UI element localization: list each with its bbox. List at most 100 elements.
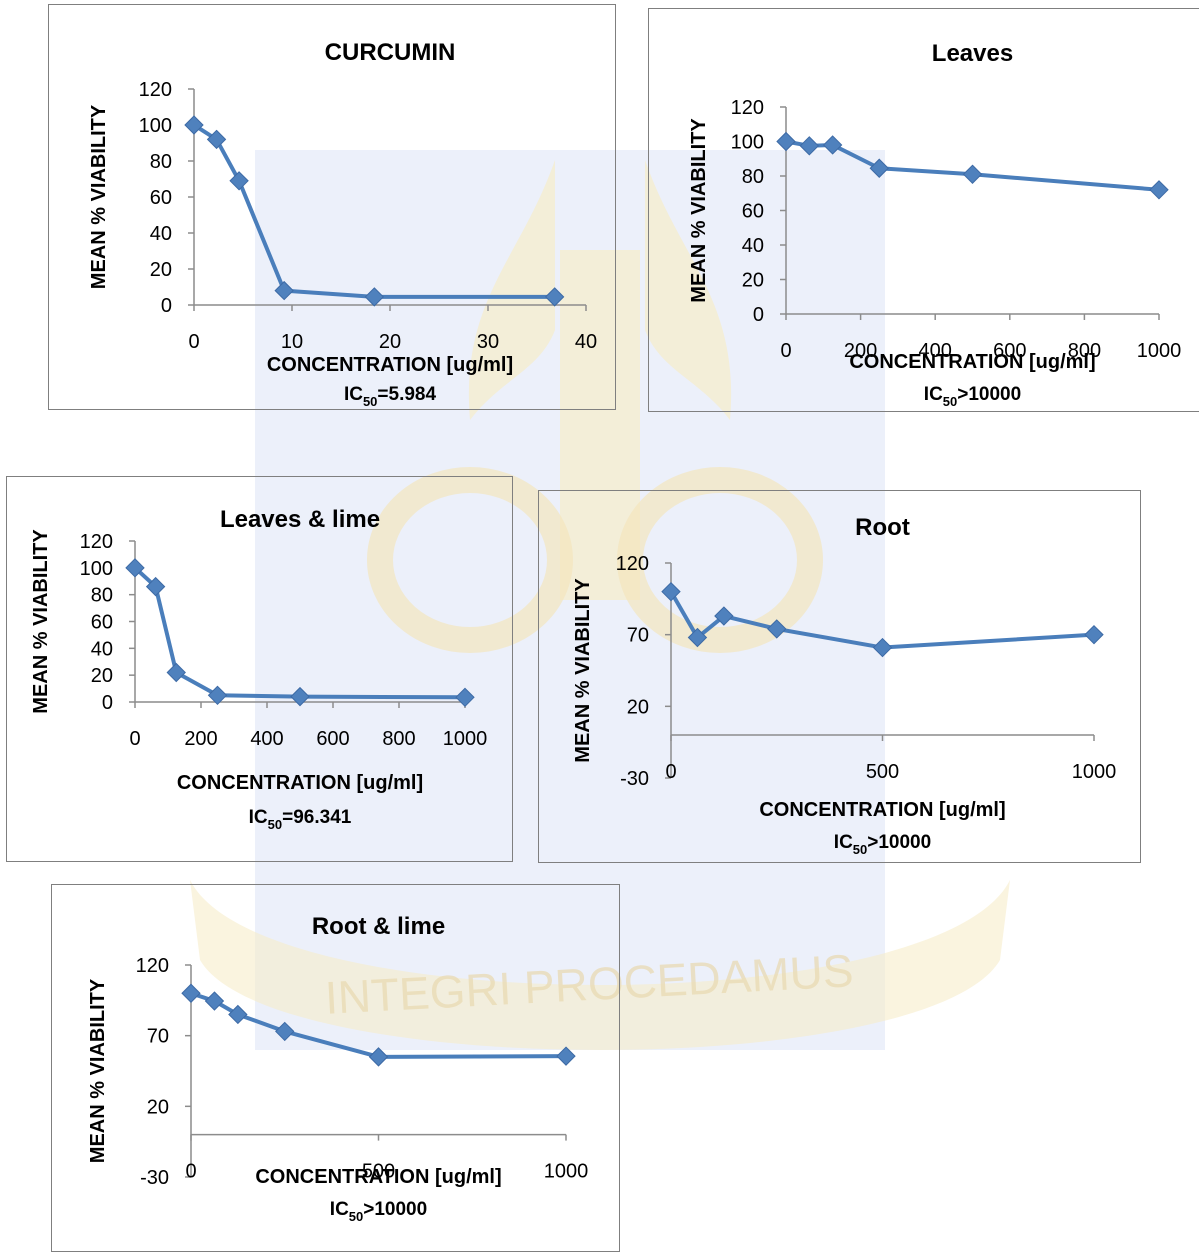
- x-axis-label: CONCENTRATION [ug/ml]: [177, 772, 423, 794]
- y-tick-label: 0: [161, 295, 172, 317]
- x-tick-label: 500: [866, 761, 899, 783]
- data-point: [228, 1004, 248, 1025]
- data-point: [822, 135, 843, 155]
- data-point: [872, 637, 893, 658]
- chart-panel-leaves-lime: Leaves & lime MEAN % VIABILITY 0 20 40 60 80 10…: [6, 476, 513, 862]
- data-point: [556, 1046, 576, 1066]
- y-tick-label: 80: [742, 166, 764, 188]
- x-tick-label: 400: [250, 728, 283, 750]
- y-axis-label: MEAN % VIABILITY: [572, 578, 594, 763]
- ic50-subscript: 50: [349, 1209, 363, 1224]
- x-tick-label: 0: [129, 728, 140, 750]
- ic50-prefix: IC: [924, 384, 943, 405]
- chart-svg: CURCUMIN MEAN % VIABILITY 0 20 40 60 80 100 120 0…: [88, 39, 597, 409]
- y-tick-label: 0: [102, 692, 113, 714]
- data-point: [1149, 180, 1169, 200]
- y-tick-label: 100: [139, 115, 172, 137]
- x-axis-label: CONCENTRATION [ug/ml]: [759, 799, 1005, 821]
- y-tick-label: 80: [91, 585, 113, 607]
- data-point: [714, 606, 734, 626]
- data-point: [687, 627, 708, 648]
- y-tick-label: 20: [147, 1096, 169, 1118]
- ic50-value: =5.984: [377, 384, 436, 405]
- chart-svg: Root MEAN % VIABILITY -30 20 70 120 0 500 1000 CO…: [572, 514, 1117, 857]
- data-point: [364, 287, 385, 307]
- ic50-value: >10000: [957, 384, 1021, 405]
- y-tick-label: 40: [150, 223, 172, 245]
- series-line: [133, 566, 466, 700]
- y-tick-label: 60: [150, 187, 172, 209]
- y-tick-label: 100: [731, 132, 764, 154]
- chart-panel-leaves: Leaves MEAN % VIABILITY 0 20 40 60 80 100 120 0 20…: [648, 8, 1199, 412]
- x-tick-label: 1000: [1137, 340, 1182, 362]
- y-tick-label: 20: [150, 259, 172, 281]
- chart-title: Root & lime: [312, 913, 445, 940]
- data-point: [125, 558, 145, 578]
- ic50-annotation: IC50=96.341: [249, 807, 352, 832]
- ic50-value: =96.341: [282, 807, 352, 828]
- x-tick-label: 200: [844, 340, 877, 362]
- data-point: [962, 164, 983, 184]
- data-point: [544, 287, 565, 307]
- series-line: [192, 123, 555, 299]
- chart-title: CURCUMIN: [325, 39, 456, 66]
- data-point: [455, 687, 475, 708]
- y-tick-label: 20: [742, 270, 764, 292]
- y-tick-label: -30: [140, 1167, 169, 1189]
- chart-panel-root: Root MEAN % VIABILITY -30 20 70 120 0 500 1000 CO…: [538, 490, 1141, 863]
- ic50-prefix: IC: [834, 832, 853, 853]
- x-tick-label: 800: [1068, 340, 1101, 362]
- y-tick-label: 80: [150, 151, 172, 173]
- series-line: [669, 590, 1095, 650]
- data-point: [206, 129, 227, 150]
- y-axis-label: MEAN % VIABILITY: [30, 529, 52, 714]
- x-tick-label: 400: [919, 340, 952, 362]
- y-tick-label: 120: [139, 79, 172, 101]
- ic50-value: >10000: [867, 832, 931, 853]
- x-tick-label: 40: [575, 331, 597, 353]
- x-axis-label: CONCENTRATION [ug/ml]: [267, 354, 513, 376]
- y-tick-label: 120: [136, 955, 169, 977]
- x-tick-label: 600: [316, 728, 349, 750]
- ic50-prefix: IC: [330, 1199, 349, 1220]
- ic50-subscript: 50: [853, 842, 867, 857]
- data-point: [290, 686, 310, 707]
- chart-title: Root: [855, 514, 910, 541]
- chart-title: Leaves: [932, 40, 1013, 67]
- y-tick-label: -30: [620, 768, 649, 790]
- y-tick-label: 60: [742, 201, 764, 223]
- chart-svg: Leaves MEAN % VIABILITY 0 20 40 60 80 100 120 0 20…: [688, 40, 1182, 409]
- y-tick-label: 40: [91, 638, 113, 660]
- data-point: [869, 158, 889, 178]
- x-axis-label: CONCENTRATION [ug/ml]: [255, 1166, 501, 1188]
- y-axis-label: MEAN % VIABILITY: [88, 104, 110, 289]
- y-tick-label: 20: [91, 665, 113, 687]
- y-tick-label: 120: [731, 97, 764, 119]
- y-tick-label: 20: [627, 696, 649, 718]
- data-point: [181, 983, 201, 1003]
- ic50-subscript: 50: [268, 817, 282, 832]
- ic50-subscript: 50: [943, 394, 957, 409]
- y-tick-label: 120: [616, 553, 649, 575]
- y-tick-label: 60: [91, 612, 113, 634]
- y-tick-label: 70: [147, 1026, 169, 1048]
- x-tick-label: 0: [188, 331, 199, 353]
- data-point: [1084, 624, 1104, 645]
- y-axis-label: MEAN % VIABILITY: [87, 978, 109, 1163]
- chart-title: Leaves & lime: [220, 506, 380, 533]
- y-tick-label: 100: [80, 558, 113, 580]
- x-tick-label: 1000: [1072, 761, 1117, 783]
- chart-svg: Root & lime MEAN % VIABILITY -30 20 70 120 0 50…: [87, 913, 589, 1224]
- ic50-subscript: 50: [363, 394, 377, 409]
- data-point: [274, 280, 294, 301]
- ic50-value: >10000: [363, 1199, 427, 1220]
- x-tick-label: 0: [665, 761, 676, 783]
- data-point: [166, 662, 186, 683]
- ic50-annotation: IC50>10000: [330, 1199, 427, 1224]
- y-tick-label: 40: [742, 235, 764, 257]
- y-tick-label: 0: [753, 304, 764, 326]
- data-point: [661, 581, 681, 602]
- x-tick-label: 1000: [544, 1161, 589, 1183]
- x-tick-label: 500: [362, 1161, 395, 1183]
- x-tick-label: 800: [382, 728, 415, 750]
